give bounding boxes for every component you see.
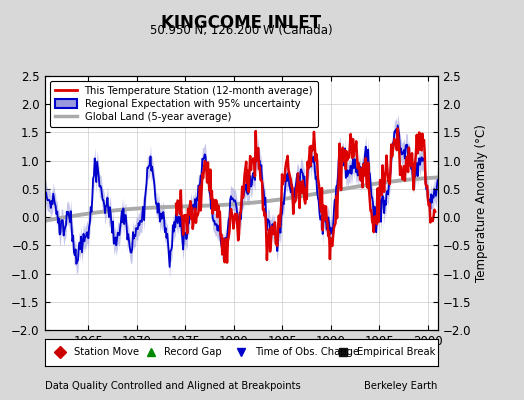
Text: Station Move: Station Move [74,347,139,358]
Y-axis label: Temperature Anomaly (°C): Temperature Anomaly (°C) [475,124,488,282]
Text: Data Quality Controlled and Aligned at Breakpoints: Data Quality Controlled and Aligned at B… [45,381,300,391]
Text: Time of Obs. Change: Time of Obs. Change [255,347,359,358]
Legend: This Temperature Station (12-month average), Regional Expectation with 95% uncer: This Temperature Station (12-month avera… [50,81,318,127]
Text: KINGCOME INLET: KINGCOME INLET [161,14,321,32]
Text: 50.950 N, 126.200 W (Canada): 50.950 N, 126.200 W (Canada) [150,24,332,37]
Text: Record Gap: Record Gap [165,347,222,358]
Text: Berkeley Earth: Berkeley Earth [364,381,438,391]
Text: Empirical Break: Empirical Break [357,347,435,358]
